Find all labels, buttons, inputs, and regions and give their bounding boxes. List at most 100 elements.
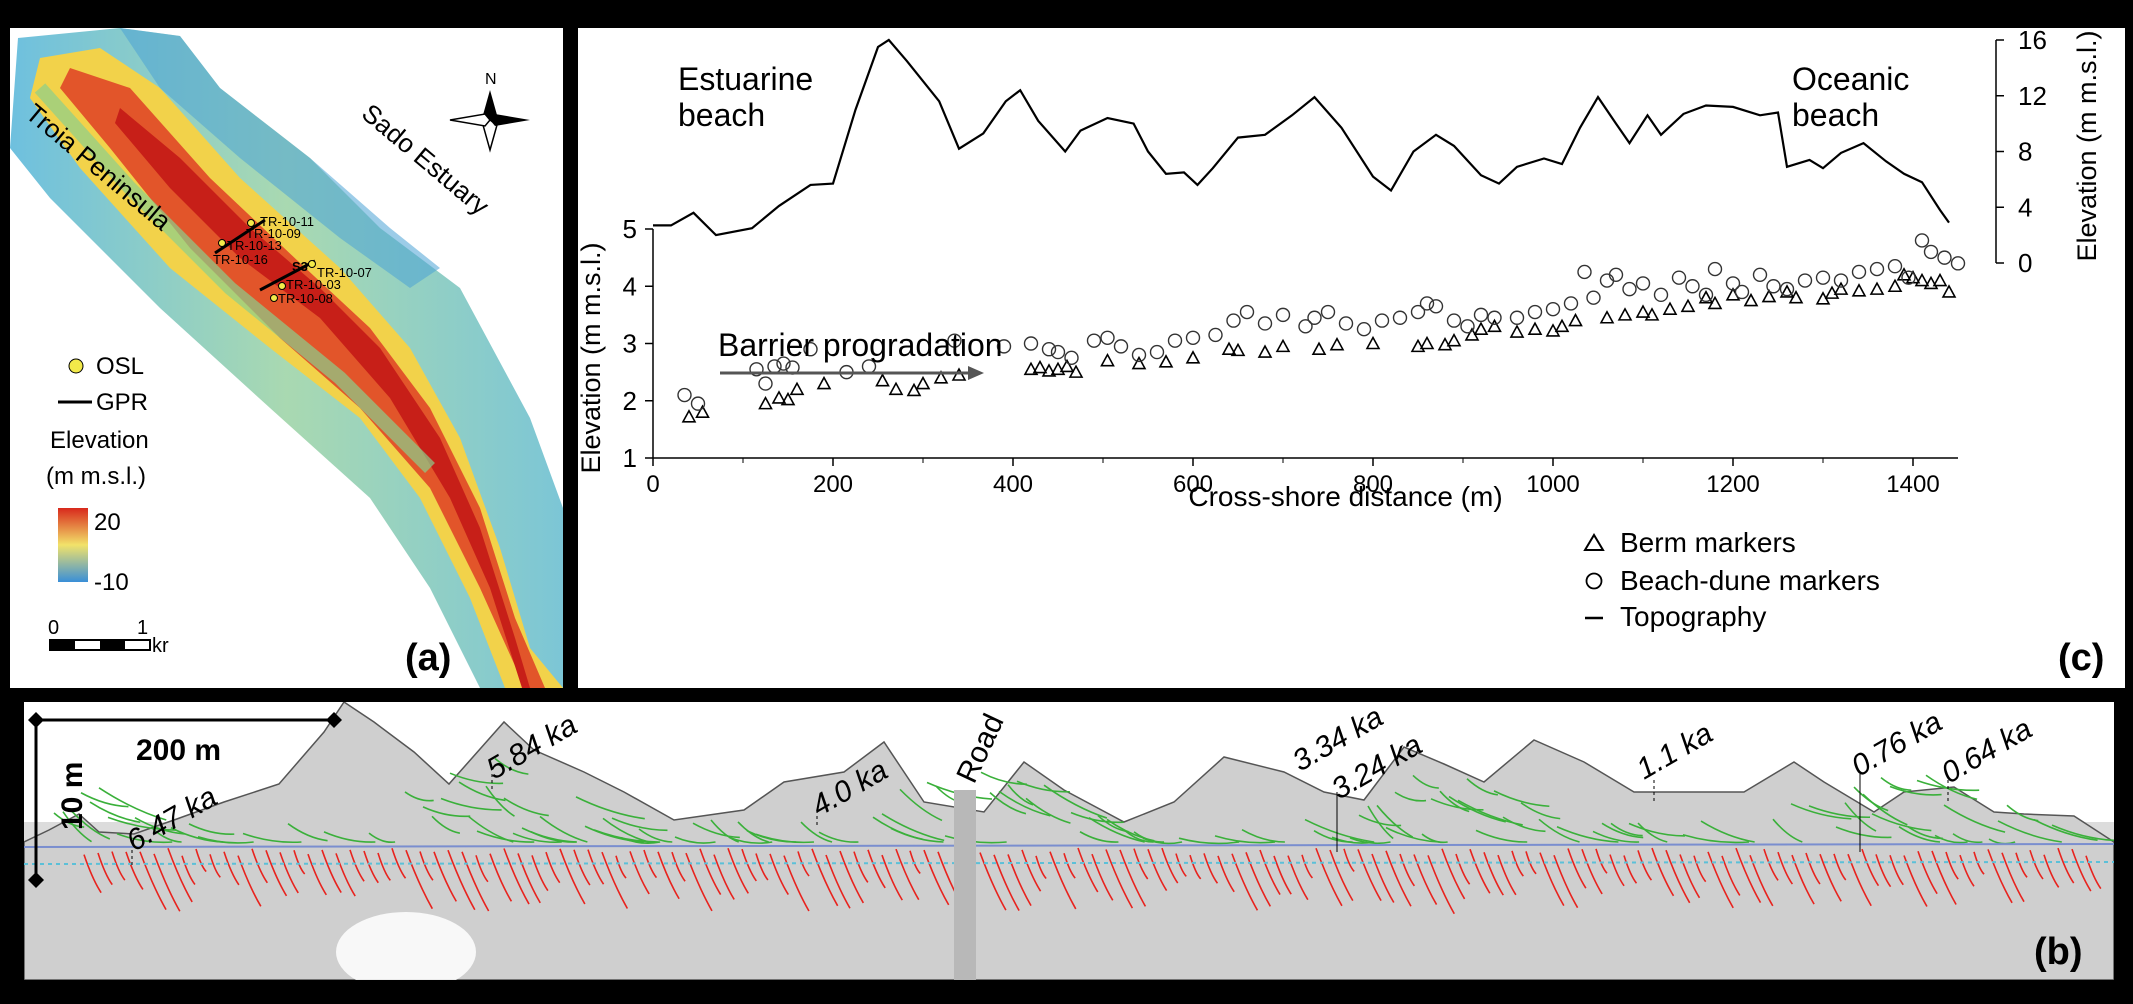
topset-reflector bbox=[1241, 829, 1285, 843]
berm-marker bbox=[1662, 301, 1678, 315]
foreset-reflector bbox=[1385, 850, 1412, 907]
foreset-reflector bbox=[685, 852, 713, 912]
foreset-reflector bbox=[1609, 854, 1625, 887]
topset-reflector bbox=[1997, 820, 2062, 843]
foreset-reflector bbox=[979, 852, 1007, 911]
beach-dune-marker bbox=[1374, 313, 1390, 328]
foreset-reflector bbox=[1371, 853, 1395, 903]
estuary-fringe bbox=[120, 28, 440, 288]
beach-dune-marker bbox=[1356, 321, 1372, 337]
foreset-reflector bbox=[895, 848, 920, 901]
chart-legend: Berm markers Beach-dune markers Topograp… bbox=[1583, 527, 1880, 632]
scale-one: 1 bbox=[137, 617, 148, 639]
topset-reflector bbox=[188, 823, 235, 835]
beach-dune-marker bbox=[1653, 287, 1669, 303]
beach-dune-marker bbox=[1671, 270, 1687, 285]
foreset-reflector bbox=[475, 855, 489, 883]
foreset-reflector bbox=[1791, 854, 1815, 905]
elevation-units: (m m.s.l.) bbox=[46, 463, 146, 490]
topset-reflector bbox=[404, 791, 434, 802]
beach-dune-marker bbox=[1545, 301, 1561, 317]
dune-ridges bbox=[60, 68, 545, 688]
x-tick-label: 1400 bbox=[1886, 471, 1939, 498]
panel-a-label: (a) bbox=[405, 637, 451, 679]
topset-reflector bbox=[242, 832, 302, 844]
beach-dune-marker bbox=[1113, 339, 1129, 354]
berm-marker bbox=[1644, 307, 1660, 321]
foreset-reflector bbox=[1343, 848, 1355, 872]
beach-dune-marker bbox=[1100, 330, 1115, 345]
berm-marker bbox=[1617, 307, 1633, 321]
beach-dune-marker bbox=[1487, 310, 1502, 325]
topset-reflector bbox=[728, 836, 773, 844]
foreset-reflector bbox=[1497, 854, 1517, 896]
topset-reflector bbox=[1844, 802, 1877, 832]
foreset-reflector bbox=[1805, 852, 1821, 885]
foreset-reflector bbox=[1035, 855, 1047, 880]
berm-marker bbox=[1041, 363, 1057, 377]
legend-circle bbox=[1585, 572, 1603, 590]
panel-c-label: (c) bbox=[2058, 637, 2104, 679]
foreset-reflector bbox=[1945, 851, 1959, 880]
foreset-reflector bbox=[2057, 847, 2075, 884]
foreset-reflector bbox=[1091, 853, 1114, 901]
foreset-reflector bbox=[363, 850, 379, 884]
progradation-label: Barrier progradation bbox=[718, 327, 1003, 363]
topset-reflector bbox=[1502, 816, 1546, 833]
foreset-reflector bbox=[1161, 847, 1179, 884]
foreset-reflector bbox=[489, 853, 513, 902]
topset-reflector bbox=[1493, 790, 1550, 808]
gpr-line bbox=[214, 218, 266, 255]
topset-reflector bbox=[368, 832, 396, 844]
foreset-reflector bbox=[1595, 848, 1608, 874]
foreset-reflector bbox=[2043, 854, 2060, 888]
foreset-reflector bbox=[1315, 847, 1343, 907]
foreset-reflector bbox=[377, 852, 391, 881]
topset-reflector bbox=[458, 781, 506, 802]
foreset-reflector bbox=[1749, 855, 1774, 907]
beach-dune-marker bbox=[677, 387, 692, 403]
foreset-reflector bbox=[1245, 852, 1272, 907]
topset-reflector bbox=[899, 788, 943, 822]
topset-reflector bbox=[1043, 784, 1108, 819]
beach-dune-marker bbox=[1257, 316, 1273, 331]
map-legend: OSL GPR Elevation (m m.s.l.) 20 -10 bbox=[46, 353, 149, 596]
topography-line bbox=[653, 38, 1950, 237]
beach-dune-marker bbox=[1685, 279, 1700, 294]
foreset-reflector bbox=[293, 850, 306, 875]
foreset-reflector bbox=[1553, 854, 1579, 909]
foreset-reflector bbox=[97, 852, 113, 886]
topset-reflector bbox=[2051, 824, 2114, 842]
berm-marker bbox=[875, 373, 890, 387]
foreset-reflector bbox=[2001, 852, 2025, 903]
estuarine-label: beach bbox=[678, 97, 765, 133]
foreset-reflector bbox=[391, 847, 407, 879]
topset-reflector bbox=[431, 815, 461, 835]
beach-dune-marker bbox=[1208, 327, 1223, 343]
topset-reflector bbox=[323, 831, 376, 843]
foreset-reflector bbox=[167, 847, 193, 903]
scale-vertical-label: 10 m bbox=[56, 762, 89, 830]
foreset-reflector bbox=[1973, 851, 1985, 875]
foreset-reflector bbox=[853, 851, 869, 883]
x-tick-label: 1000 bbox=[1526, 471, 1579, 498]
topset-reflector bbox=[440, 797, 502, 811]
foreset-reflector bbox=[461, 851, 490, 912]
beach-dune-marker bbox=[690, 396, 706, 411]
topset-reflector bbox=[881, 813, 945, 842]
foreset-reflector bbox=[307, 853, 328, 896]
beach-dune-marker bbox=[1338, 316, 1354, 331]
topset-reflector bbox=[737, 821, 769, 843]
foreset-reflector bbox=[1175, 853, 1187, 877]
foreset-reflector bbox=[1413, 854, 1438, 905]
topset-reflector bbox=[530, 831, 577, 843]
beach-dune-marker bbox=[1131, 347, 1147, 363]
y-tick-label: 4 bbox=[623, 271, 637, 301]
beach-dune-marker bbox=[1392, 310, 1408, 325]
beach-dune-marker bbox=[1725, 276, 1741, 291]
beach-dune-marker bbox=[947, 333, 962, 348]
beach-dune-marker bbox=[1064, 350, 1079, 366]
topset-reflector bbox=[503, 797, 549, 817]
foreset-reflector bbox=[1063, 853, 1076, 879]
foreset-reflector bbox=[1133, 848, 1149, 880]
